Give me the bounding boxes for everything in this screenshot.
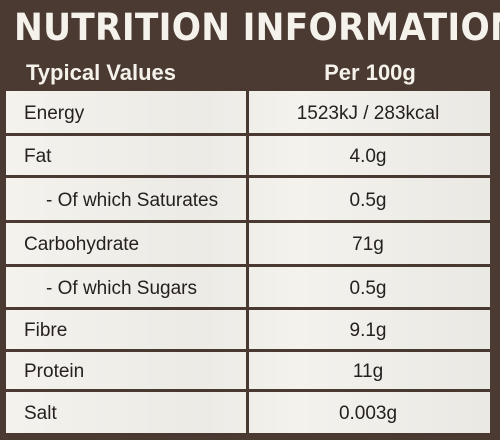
header-per-100g: Per 100g <box>324 60 416 85</box>
row-value: 11g <box>352 361 384 382</box>
label-title: NUTRITION INFORMATION <box>14 6 500 49</box>
row-value: 71g <box>352 234 384 255</box>
row-label: Energy <box>24 103 85 124</box>
table-header: Typical Values Per 100g <box>0 56 500 90</box>
row-value: 0.003g <box>338 403 398 424</box>
row-value: 0.5g <box>349 190 387 211</box>
row-value: 0.5g <box>349 278 387 299</box>
row-label: Carbohydrate <box>24 234 140 255</box>
nutrition-table: Energy 1523kJ / 283kcal Fat 4.0g - Of wh… <box>6 91 490 436</box>
row-label: Protein <box>24 361 85 382</box>
row-value: 9.1g <box>349 320 387 341</box>
column-divider <box>246 91 249 436</box>
row-label: Fibre <box>24 320 68 341</box>
row-label: Salt <box>24 403 57 424</box>
row-label: - Of which Sugars <box>46 278 197 299</box>
row-label: - Of which Saturates <box>46 190 219 211</box>
row-label: Fat <box>24 146 52 167</box>
row-value: 4.0g <box>349 146 387 167</box>
row-value: 1523kJ / 283kcal <box>296 103 440 124</box>
header-typical-values: Typical Values <box>26 60 177 85</box>
